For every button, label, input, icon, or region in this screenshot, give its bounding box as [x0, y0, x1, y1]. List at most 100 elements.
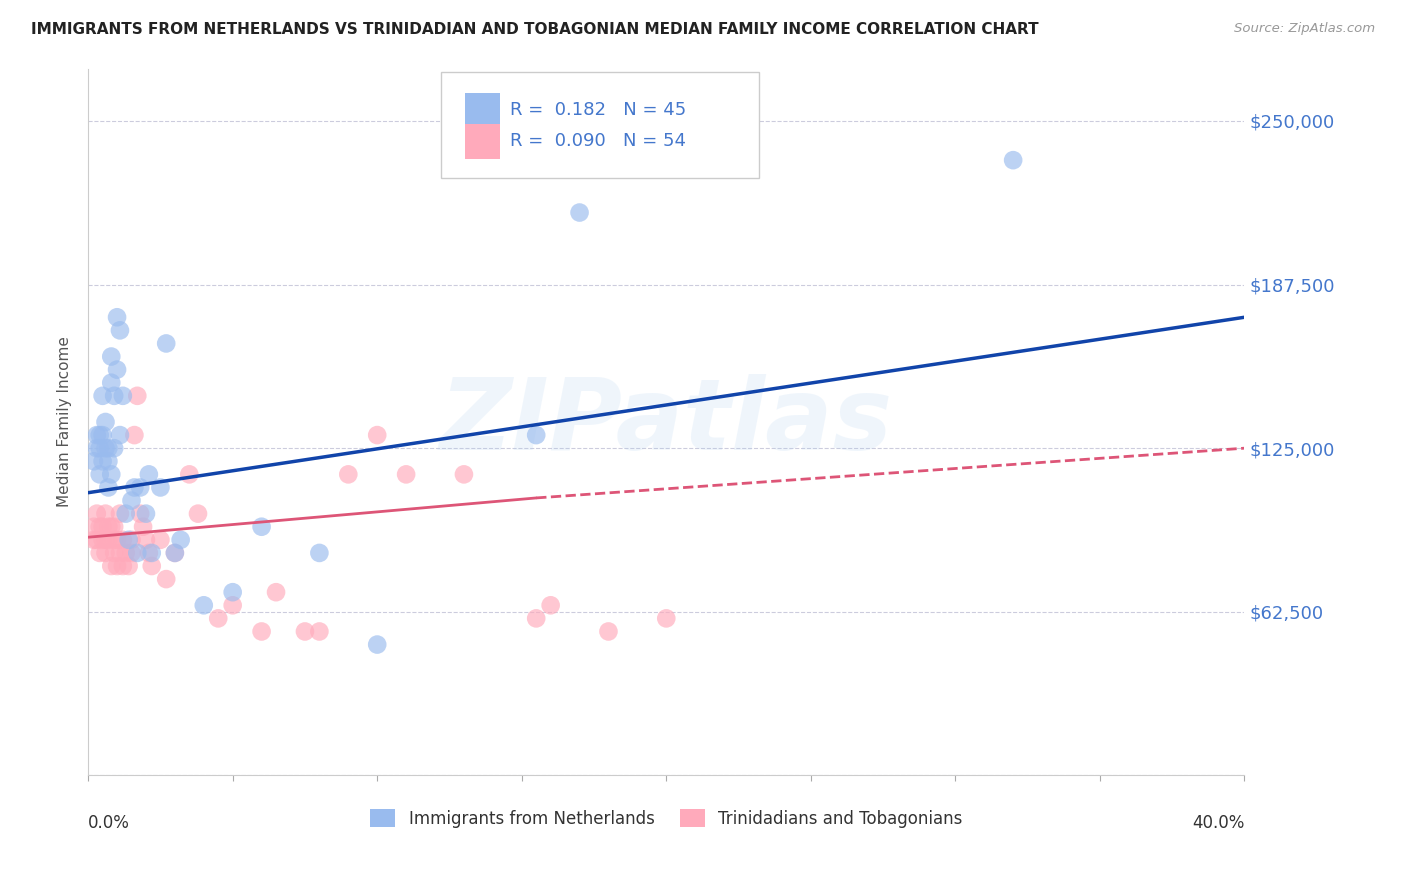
Point: [138, 546, 160, 560]
Point: [149, 533, 172, 547]
Point: [187, 507, 209, 521]
Point: [91, 428, 114, 442]
Point: [366, 638, 388, 652]
Point: [163, 546, 186, 560]
Point: [121, 533, 143, 547]
Point: [111, 533, 134, 547]
Point: [91, 520, 114, 534]
Point: [169, 533, 191, 547]
Point: [121, 546, 143, 560]
Point: [100, 350, 122, 364]
Text: R =  0.182   N = 45: R = 0.182 N = 45: [510, 101, 686, 120]
Point: [89, 441, 111, 455]
Point: [114, 546, 136, 560]
Point: [155, 336, 177, 351]
Point: [179, 467, 201, 482]
Point: [221, 585, 243, 599]
Point: [135, 533, 157, 547]
Point: [97, 454, 120, 468]
Point: [114, 507, 136, 521]
Point: [111, 389, 134, 403]
FancyBboxPatch shape: [465, 124, 499, 159]
Point: [250, 624, 273, 639]
Point: [264, 585, 287, 599]
Point: [127, 546, 149, 560]
Point: [453, 467, 475, 482]
Point: [100, 520, 122, 534]
Point: [294, 624, 316, 639]
Point: [141, 546, 163, 560]
Point: [337, 467, 360, 482]
Point: [524, 611, 547, 625]
Point: [111, 559, 134, 574]
Point: [221, 599, 243, 613]
Point: [91, 533, 114, 547]
Point: [108, 507, 131, 521]
Point: [103, 389, 125, 403]
Legend: Immigrants from Netherlands, Trinidadians and Tobagonians: Immigrants from Netherlands, Trinidadian…: [364, 802, 969, 834]
Point: [129, 480, 152, 494]
Point: [94, 533, 117, 547]
Point: [86, 507, 108, 521]
Point: [108, 428, 131, 442]
Point: [250, 520, 273, 534]
Point: [83, 533, 105, 547]
Point: [524, 428, 547, 442]
Point: [97, 441, 120, 455]
Point: [540, 599, 562, 613]
Text: 0.0%: 0.0%: [89, 814, 129, 832]
Text: 40.0%: 40.0%: [1192, 814, 1244, 832]
Text: IMMIGRANTS FROM NETHERLANDS VS TRINIDADIAN AND TOBAGONIAN MEDIAN FAMILY INCOME C: IMMIGRANTS FROM NETHERLANDS VS TRINIDADI…: [31, 22, 1039, 37]
Point: [83, 520, 105, 534]
Point: [94, 441, 117, 455]
Point: [308, 624, 330, 639]
Point: [94, 546, 117, 560]
Point: [149, 480, 172, 494]
Point: [97, 533, 120, 547]
Point: [108, 323, 131, 337]
Point: [89, 428, 111, 442]
Point: [103, 533, 125, 547]
Point: [86, 441, 108, 455]
Point: [138, 467, 160, 482]
Point: [94, 507, 117, 521]
Point: [97, 520, 120, 534]
Point: [127, 389, 149, 403]
Point: [395, 467, 418, 482]
Point: [105, 310, 128, 325]
Point: [89, 546, 111, 560]
Point: [124, 428, 146, 442]
Point: [103, 441, 125, 455]
Point: [97, 480, 120, 494]
Point: [86, 428, 108, 442]
Point: [163, 546, 186, 560]
Y-axis label: Median Family Income: Median Family Income: [58, 336, 72, 508]
Point: [366, 428, 388, 442]
Point: [132, 520, 155, 534]
Point: [100, 467, 122, 482]
Point: [105, 533, 128, 547]
Point: [100, 376, 122, 390]
Point: [103, 546, 125, 560]
Text: ZIPatlas: ZIPatlas: [440, 374, 893, 470]
Point: [105, 362, 128, 376]
Point: [91, 389, 114, 403]
FancyBboxPatch shape: [441, 72, 759, 178]
Point: [207, 611, 229, 625]
Point: [308, 546, 330, 560]
Point: [117, 559, 139, 574]
Point: [193, 599, 215, 613]
Point: [1002, 153, 1025, 168]
Point: [598, 624, 620, 639]
Point: [89, 520, 111, 534]
Point: [141, 559, 163, 574]
Point: [94, 415, 117, 429]
Text: Source: ZipAtlas.com: Source: ZipAtlas.com: [1234, 22, 1375, 36]
Point: [117, 533, 139, 547]
Point: [86, 533, 108, 547]
FancyBboxPatch shape: [465, 93, 499, 128]
Point: [568, 205, 591, 219]
Point: [124, 480, 146, 494]
Point: [135, 507, 157, 521]
Text: R =  0.090   N = 54: R = 0.090 N = 54: [510, 132, 686, 151]
